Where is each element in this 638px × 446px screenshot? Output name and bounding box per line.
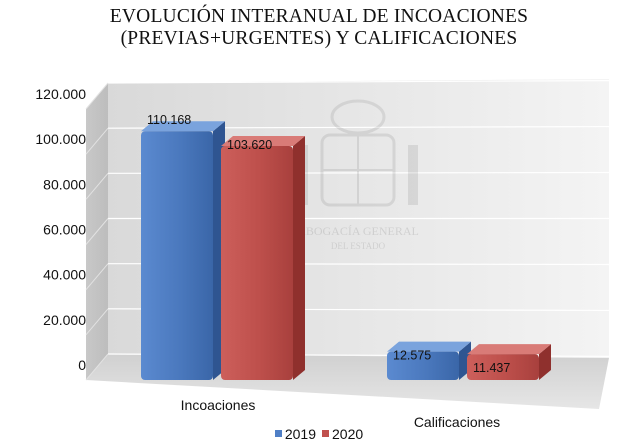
y-axis: 0 20.000 40.000 60.000 80.000 100.000 120.000 [35, 86, 86, 373]
bar-front [141, 131, 213, 380]
watermark-text-line-1: ABOGACÍA GENERAL [297, 224, 419, 238]
gridline-side [85, 308, 109, 336]
bar-2020-calificaciones: 11.437 [467, 344, 551, 380]
legend-label: 2019 [284, 425, 316, 442]
watermark-shield [320, 133, 396, 207]
data-label: 12.575 [393, 349, 431, 363]
bar-top [221, 135, 305, 146]
y-tick-label: 120.000 [35, 86, 86, 102]
y-tick-label: 100.000 [35, 131, 86, 147]
x-tick-label: Calificaciones [414, 414, 500, 430]
x-axis: Incoaciones Calificaciones [181, 397, 501, 430]
watermark-pillar [408, 145, 418, 205]
chart-title: EVOLUCIÓN INTERANUAL DE INCOACIONES (PRE… [0, 6, 638, 50]
bar-side [539, 344, 551, 380]
bar-top [141, 121, 225, 132]
bar-front [221, 145, 293, 380]
data-label: 11.437 [473, 361, 510, 375]
data-label: 103.620 [227, 138, 272, 152]
gridline-side [85, 82, 109, 110]
chart-title-line-1: EVOLUCIÓN INTERANUAL DE INCOACIONES [109, 6, 529, 27]
x-tick-label: Incoaciones [181, 397, 256, 413]
bar-2019-calificaciones: 12.575 [387, 341, 471, 380]
y-tick-label: 0 [78, 357, 86, 373]
bars: 110.168 103.620 12.575 11.437 [141, 113, 551, 381]
gridline-side [85, 218, 109, 245]
bar-top [387, 341, 471, 352]
watermark-crown [330, 99, 386, 135]
gridline-side [85, 173, 109, 200]
gridline-side [85, 263, 109, 290]
legend-swatch [322, 430, 329, 437]
y-tick-label: 40.000 [43, 267, 86, 283]
chart-title-line-2: (PREVIAS+URGENTES) Y CALIFICACIONES [120, 28, 518, 49]
watermark-text-line-2: DEL ESTADO [331, 241, 386, 251]
bar-2019-incoaciones: 110.168 [141, 113, 225, 381]
bar-2020-incoaciones: 103.620 [221, 135, 305, 380]
y-tick-label: 80.000 [43, 176, 86, 192]
gridline-side [85, 127, 109, 155]
bar-front [467, 354, 539, 380]
legend-swatch [274, 430, 282, 437]
bar-side [293, 135, 305, 380]
bar-front [387, 351, 459, 380]
legend: 2019 2020 [0, 424, 638, 442]
gridline [107, 80, 610, 84]
legend-label: 2020 [332, 425, 364, 442]
legend-item-2020: 2020 [322, 426, 363, 442]
bar-top [467, 344, 551, 355]
y-tick-label: 20.000 [43, 312, 86, 328]
legend-item-2019: 2019 [274, 425, 316, 442]
gridline-side [85, 353, 109, 381]
data-label: 110.168 [147, 113, 191, 127]
y-tick-label: 60.000 [43, 222, 86, 238]
